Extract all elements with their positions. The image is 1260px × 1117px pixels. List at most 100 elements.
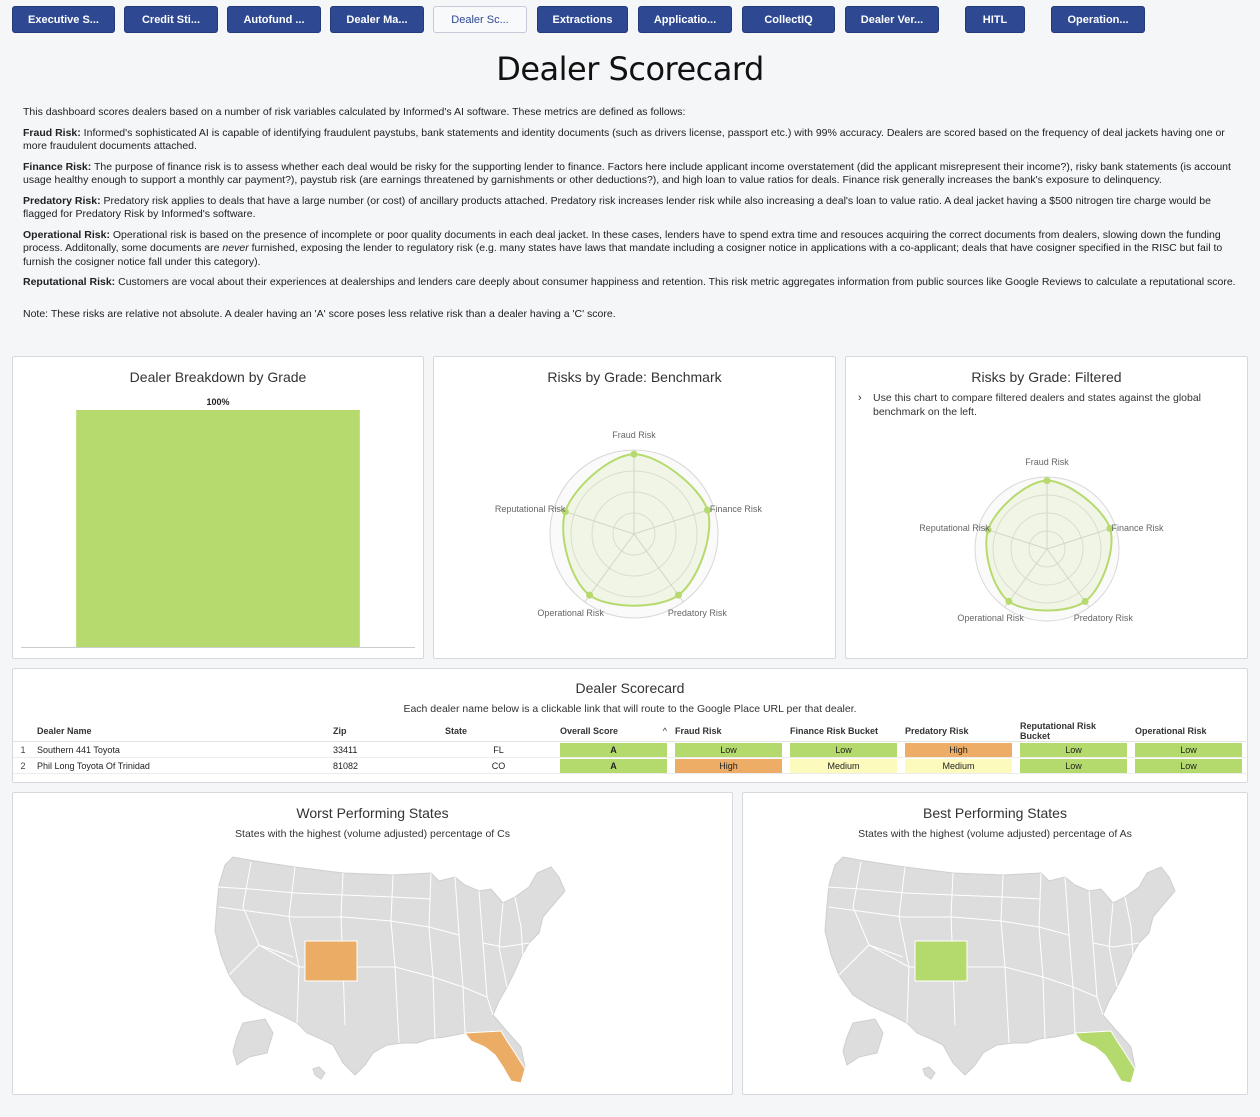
radar-spoke	[1004, 548, 1048, 608]
fraud-risk-badge: Low	[675, 742, 782, 757]
fraud-risk-text: Informed's sophisticated AI is capable o…	[23, 126, 1225, 153]
filtered-radar-note[interactable]: › Use this chart to compare filtered dea…	[858, 391, 1228, 419]
fraud-risk-badge: High	[675, 758, 782, 773]
radar-point-predatory-risk[interactable]	[674, 591, 682, 599]
tab-collectiq[interactable]: CollectIQ	[742, 6, 835, 33]
state-alaska[interactable]	[842, 1018, 884, 1066]
finance-risk-label: Finance Risk:	[23, 160, 92, 173]
col-reputational-risk[interactable]: Reputational Risk Bucket	[1016, 721, 1131, 742]
tab-operations[interactable]: Operation...	[1051, 6, 1145, 33]
reputational-risk-cell: Low	[1016, 757, 1131, 774]
us-states-group	[214, 856, 566, 1084]
bar-grade-A[interactable]	[76, 410, 360, 647]
state-colorado[interactable]	[304, 940, 358, 982]
reputational-risk-text: Customers are vocal about their experien…	[115, 276, 1236, 288]
reputational-risk-badge: Low	[1020, 742, 1127, 757]
overall-score-cell: A	[556, 741, 671, 758]
scorecard-table: Dealer Name Zip State Overall Score ^ Fra…	[13, 721, 1246, 774]
state-hawaii[interactable]	[312, 1066, 326, 1080]
radar-point-operational-risk[interactable]	[1005, 597, 1013, 605]
fraud-risk-label: Fraud Risk:	[23, 126, 81, 139]
state-alaska[interactable]	[232, 1018, 274, 1066]
dealer-name-link[interactable]: Phil Long Toyota Of Trinidad	[33, 757, 329, 774]
finance-risk-badge: Medium	[790, 758, 897, 773]
radar-point-finance-risk[interactable]	[703, 506, 711, 514]
state-border	[868, 944, 1098, 998]
tab-executive-summary[interactable]: Executive S...	[12, 6, 115, 33]
operational-risk-text-b: furnished, exposing the lender to regula…	[23, 242, 1223, 268]
state-hawaii[interactable]	[922, 1066, 936, 1080]
operational-risk-cell: Low	[1131, 757, 1246, 774]
tab-autofund[interactable]: Autofund ...	[227, 6, 321, 33]
state-border	[1000, 874, 1010, 1044]
state-border	[218, 906, 460, 936]
tab-dealer-management[interactable]: Dealer Ma...	[330, 6, 424, 33]
state-border	[482, 942, 530, 948]
zip-cell: 81082	[329, 757, 441, 774]
col-predatory-risk[interactable]: Predatory Risk	[901, 721, 1016, 742]
dealer-scorecard-card: Dealer Scorecard Each dealer name below …	[12, 668, 1248, 783]
state-border	[288, 866, 300, 1024]
radar-spoke	[633, 533, 684, 603]
state-florida[interactable]	[1074, 1030, 1136, 1084]
radar-point-fraud-risk[interactable]	[630, 450, 638, 458]
state-cell: FL	[441, 741, 556, 758]
filtered-radar-title: Risks by Grade: Filtered	[971, 369, 1122, 385]
tab-dealer-scorecard[interactable]: Dealer Sc...	[433, 6, 527, 33]
state-border	[1088, 890, 1104, 1016]
overall-score-badge: A	[560, 758, 667, 773]
best-states-map[interactable]	[813, 847, 1193, 1087]
radar-axis-label: Predatory Risk	[1074, 613, 1134, 623]
benchmark-radar-card: Risks by Grade: Benchmark Fraud Risk Fina…	[433, 356, 836, 659]
operational-risk-cell: Low	[1131, 741, 1246, 758]
tab-dealer-verification[interactable]: Dealer Ver...	[845, 6, 939, 33]
radar-axis-label: Operational Risk	[957, 613, 1024, 623]
table-row: 1 Southern 441 Toyota 33411 FL A Low Low…	[13, 741, 1246, 758]
col-fraud-risk[interactable]: Fraud Risk	[671, 721, 786, 742]
reputational-risk-badge: Low	[1020, 758, 1127, 773]
col-operational-risk[interactable]: Operational Risk	[1131, 721, 1246, 742]
chevron-right-icon[interactable]: ›	[858, 392, 862, 404]
col-state[interactable]: State	[441, 721, 556, 742]
state-border	[242, 861, 260, 946]
tab-hitl[interactable]: HITL	[965, 6, 1025, 33]
predatory-risk-cell: Medium	[901, 757, 1016, 774]
radar-point-fraud-risk[interactable]	[1043, 477, 1051, 485]
radar-point-finance-risk[interactable]	[1106, 525, 1114, 533]
radar-point-reputational-risk[interactable]	[984, 526, 992, 534]
overall-score-header-label: Overall Score	[560, 726, 619, 736]
fraud-risk-definition: Fraud Risk: Informed's sophisticated AI …	[23, 127, 1238, 154]
worst-states-map[interactable]	[203, 847, 583, 1087]
col-zip[interactable]: Zip	[329, 721, 441, 742]
col-finance-risk[interactable]: Finance Risk Bucket	[786, 721, 901, 742]
best-states-card: Best Performing States States with the h…	[742, 792, 1248, 1095]
radar-point-predatory-risk[interactable]	[1081, 597, 1089, 605]
sort-ascending-icon[interactable]: ^	[662, 726, 667, 736]
col-overall-score[interactable]: Overall Score ^	[556, 721, 671, 742]
filtered-radar-card: Risks by Grade: Filtered › Use this char…	[845, 356, 1248, 659]
state-border	[454, 876, 466, 1034]
fraud-risk-cell: High	[671, 757, 786, 774]
grade-breakdown-title: Dealer Breakdown by Grade	[129, 369, 307, 385]
predatory-risk-label: Predatory Risk:	[23, 194, 101, 207]
tab-applications[interactable]: Applicatio...	[638, 6, 732, 33]
us-states-group	[824, 856, 1176, 1084]
radar-point-operational-risk[interactable]	[586, 591, 594, 599]
dealer-name-link[interactable]: Southern 441 Toyota	[33, 741, 329, 758]
radar-axis-label: Fraud Risk	[1025, 457, 1069, 467]
radar-series-area	[985, 479, 1113, 612]
radar-spoke	[633, 507, 715, 535]
tab-extractions[interactable]: Extractions	[537, 6, 628, 33]
state-colorado[interactable]	[914, 940, 968, 982]
tab-credit-stipulations[interactable]: Credit Sti...	[124, 6, 218, 33]
row-index: 1	[13, 741, 33, 758]
col-dealer-name[interactable]: Dealer Name	[33, 721, 329, 742]
radar-point-reputational-risk[interactable]	[561, 508, 569, 516]
radar-axis-label: Finance Risk	[1111, 523, 1164, 533]
zip-cell: 33411	[329, 741, 441, 758]
predatory-risk-badge: High	[905, 742, 1012, 757]
state-florida[interactable]	[464, 1030, 526, 1084]
operational-risk-emphasis: never	[222, 242, 249, 254]
state-border	[216, 886, 432, 900]
table-header-row: Dealer Name Zip State Overall Score ^ Fra…	[13, 721, 1246, 742]
